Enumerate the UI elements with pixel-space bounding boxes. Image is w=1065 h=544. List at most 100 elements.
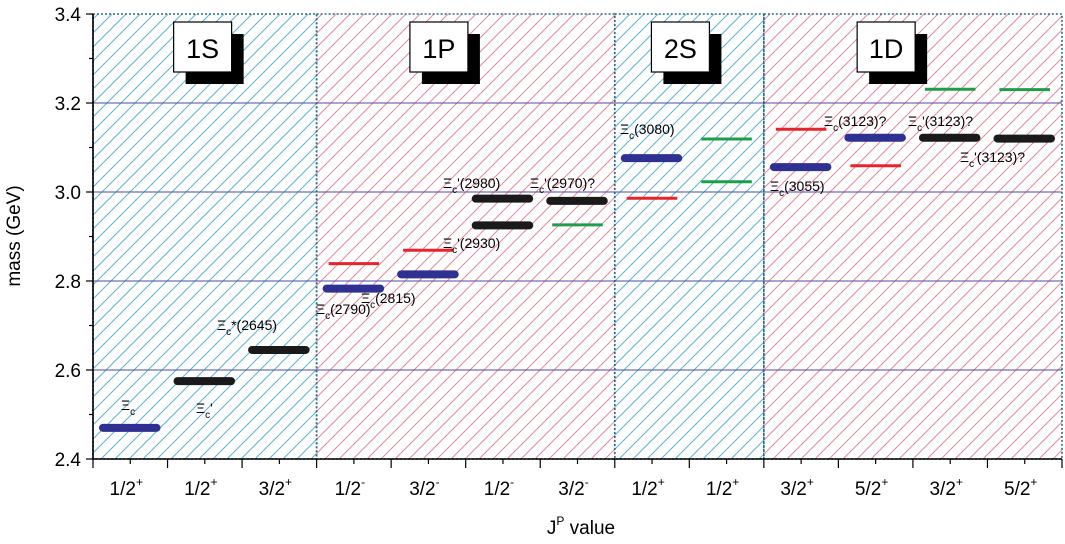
x-tick-label-base: 1/2 bbox=[631, 479, 657, 500]
x-tick-label: 1/2+ bbox=[706, 475, 739, 500]
x-tick-label-base: 3/2 bbox=[780, 479, 806, 500]
state-label-sub: c bbox=[779, 188, 784, 199]
band-label-2S: 2S bbox=[664, 34, 697, 64]
state-label-base: Ξ bbox=[316, 301, 325, 317]
state-label-rest: *(2645) bbox=[231, 317, 277, 333]
state-label-sub: c bbox=[833, 123, 838, 134]
state-label: Ξc'(2930) bbox=[443, 235, 500, 256]
x-tick-label-base: 3/2 bbox=[259, 479, 285, 500]
state-label-rest: (2790) bbox=[330, 301, 370, 317]
state-label-base: Ξ bbox=[620, 121, 629, 137]
state-label-rest: '(3123)? bbox=[922, 113, 973, 129]
state-label: Ξc(2790) bbox=[316, 301, 371, 322]
x-tick-label-sup: + bbox=[881, 475, 888, 489]
state-label: Ξc'(2980) bbox=[443, 175, 500, 196]
state-bands: 1S 1P 2S 1D bbox=[92, 13, 1063, 460]
x-tick-label-base: 1/2 bbox=[335, 479, 361, 500]
x-tick-label-base: 1/2 bbox=[484, 479, 510, 500]
x-tick-label: 5/2+ bbox=[855, 475, 888, 500]
state-label-rest: '(2930) bbox=[457, 235, 500, 251]
state-label-base: Ξ bbox=[770, 178, 779, 194]
state-label-base: Ξ bbox=[908, 113, 917, 129]
state-label-sub: c bbox=[130, 407, 135, 418]
x-tick-label: 3/2+ bbox=[929, 475, 962, 500]
state-label-base: Ξ bbox=[960, 149, 969, 165]
x-tick-label-sup: - bbox=[361, 475, 365, 489]
state-label-sub: c bbox=[452, 245, 457, 256]
mass-levels bbox=[99, 87, 1055, 432]
x-tick-label: 5/2+ bbox=[1004, 475, 1037, 500]
band-label-box bbox=[650, 21, 711, 73]
x-tick-label-sup: + bbox=[285, 475, 292, 489]
axes: 2.42.62.83.03.23.41/2+ 1/2+ 3/2+ 1/2- 3/2- 1/… bbox=[55, 5, 1063, 500]
x-axis-title-suffix: value bbox=[564, 518, 615, 539]
x-tick-label-sup: + bbox=[956, 475, 963, 489]
x-tick-label-base: 1/2 bbox=[706, 479, 732, 500]
state-label-base: Ξ bbox=[196, 400, 205, 416]
state-label: Ξc bbox=[121, 397, 135, 418]
y-tick-label: 3.0 bbox=[55, 183, 81, 204]
state-label-base: Ξ bbox=[121, 397, 130, 413]
x-tick-label-base: 5/2 bbox=[1004, 479, 1030, 500]
state-label-base: Ξ bbox=[361, 290, 370, 306]
band-label-box bbox=[409, 21, 469, 73]
state-label: Ξc'(2970)? bbox=[530, 175, 595, 196]
band-label-box bbox=[173, 21, 233, 73]
x-tick-label-base: 3/2 bbox=[929, 479, 955, 500]
y-tick-label: 2.8 bbox=[55, 272, 81, 293]
x-tick-label-sup: + bbox=[658, 475, 665, 489]
state-label-base: Ξ bbox=[824, 113, 833, 129]
state-label: Ξc(2815) bbox=[361, 290, 416, 311]
state-label-rest: ' bbox=[210, 400, 213, 416]
state-label: Ξc'(3123)? bbox=[908, 113, 973, 134]
x-tick-label: 1/2+ bbox=[110, 475, 143, 500]
x-tick-label-sup: + bbox=[732, 475, 739, 489]
band-2S bbox=[614, 14, 764, 459]
y-tick-label: 2.6 bbox=[55, 361, 81, 382]
x-tick-label-sup: - bbox=[436, 475, 440, 489]
x-tick-label-base: 1/2 bbox=[184, 479, 210, 500]
x-tick-label: 3/2+ bbox=[780, 475, 813, 500]
x-tick-label: 3/2+ bbox=[259, 475, 292, 500]
x-tick-label: 3/2- bbox=[558, 475, 588, 500]
band-label-1P: 1P bbox=[422, 34, 455, 64]
state-label-sub: c bbox=[629, 131, 634, 142]
state-label: Ξc(3080) bbox=[620, 121, 675, 142]
band-1P bbox=[316, 14, 615, 459]
state-label-base: Ξ bbox=[530, 175, 539, 191]
state-label: Ξc(3123)? bbox=[824, 113, 887, 134]
x-tick-label: 1/2- bbox=[335, 475, 365, 500]
x-tick-label-base: 5/2 bbox=[855, 479, 881, 500]
state-label-rest: (3123)? bbox=[838, 113, 886, 129]
y-tick-label: 3.4 bbox=[55, 5, 82, 26]
state-label-rest: '(3123)? bbox=[974, 149, 1025, 165]
x-tick-label: 3/2- bbox=[409, 475, 439, 500]
state-label-rest: '(2980) bbox=[457, 175, 500, 191]
state-label-sub: c bbox=[325, 311, 330, 322]
state-label-sub: c bbox=[452, 185, 457, 196]
state-label-rest: '(2970)? bbox=[544, 175, 595, 191]
x-tick-label-sup: + bbox=[807, 475, 814, 489]
state-label-rest: (3055) bbox=[784, 178, 824, 194]
x-axis-title-j: J bbox=[547, 518, 557, 539]
state-label-sub: c bbox=[969, 159, 974, 170]
x-tick-label-sup: - bbox=[585, 475, 589, 489]
x-tick-label-sup: - bbox=[510, 475, 514, 489]
state-label-sub: c bbox=[539, 185, 544, 196]
state-label-rest: (3080) bbox=[634, 121, 674, 137]
x-axis-title-sup: P bbox=[556, 514, 564, 528]
state-label-sub: c bbox=[226, 327, 231, 338]
state-label-base: Ξ bbox=[443, 235, 452, 251]
x-tick-label-base: 3/2 bbox=[558, 479, 584, 500]
x-tick-label-sup: + bbox=[1030, 475, 1037, 489]
x-tick-label: 1/2+ bbox=[184, 475, 217, 500]
state-label: Ξc(3055) bbox=[770, 178, 825, 199]
state-annotations: Ξc Ξc'Ξc*(2645)Ξc(2790)Ξc(2815)Ξc'(2980)Ξ… bbox=[121, 113, 1025, 421]
state-label-base: Ξ bbox=[443, 175, 452, 191]
gridlines bbox=[93, 102, 1062, 371]
band-label-1D: 1D bbox=[869, 34, 904, 64]
state-label-sub: c bbox=[370, 300, 375, 311]
y-axis-title: mass (GeV) bbox=[4, 185, 25, 286]
y-tick-label: 3.2 bbox=[55, 94, 81, 115]
